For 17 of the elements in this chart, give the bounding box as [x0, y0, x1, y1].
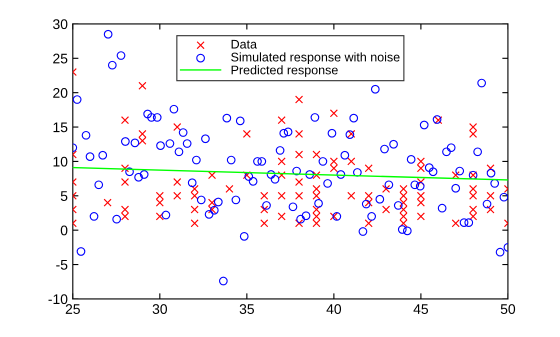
x-tick-label: 45	[413, 304, 428, 314]
x-tick-label: 50	[500, 304, 516, 314]
legend-label: Data	[232, 40, 257, 49]
x-tick-label: 35	[240, 304, 254, 314]
y-tick-label: 5	[60, 191, 68, 201]
x-tick-label: 40	[326, 304, 342, 314]
y-tick-label: 20	[53, 88, 68, 98]
legend-label: Predicted response	[232, 65, 338, 77]
y-tick-label: 30	[53, 19, 68, 30]
y-tick-label: -5	[56, 260, 68, 270]
y-tick-label: 0	[60, 226, 68, 236]
y-tick-label: 15	[54, 122, 68, 132]
y-tick-label: -10	[48, 294, 68, 304]
legend-label: Simulated response with noise	[231, 52, 400, 64]
y-tick-label: 25	[53, 54, 68, 64]
x-tick-label: 30	[152, 304, 168, 314]
y-tick-label: 10	[54, 156, 68, 167]
